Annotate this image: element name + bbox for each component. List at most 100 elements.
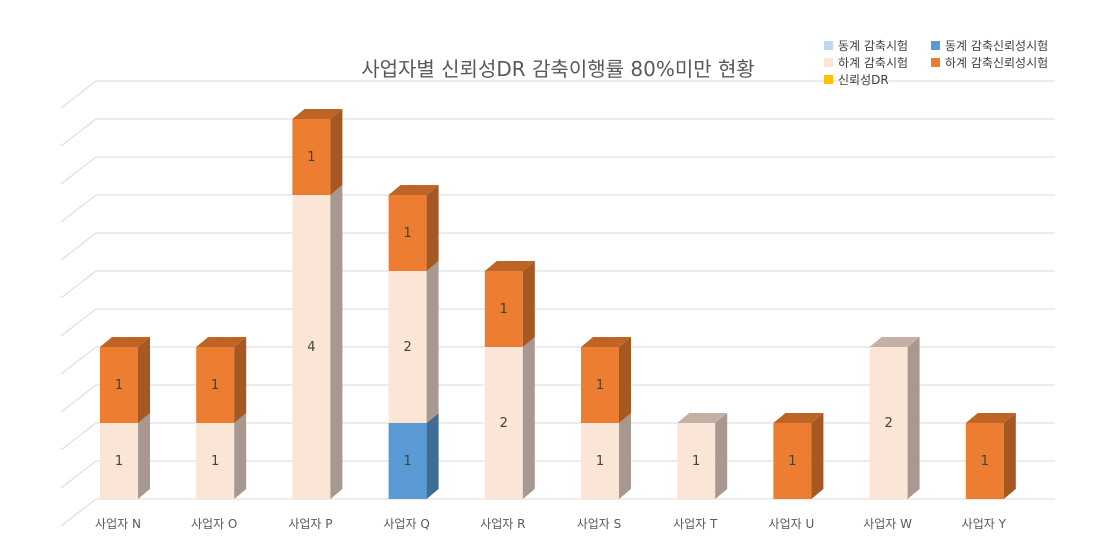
gridline-depth bbox=[60, 270, 97, 299]
bar-stack bbox=[965, 413, 1016, 499]
bar-stack bbox=[677, 413, 728, 499]
data-labels: 1 1 1 1 4 1 1 2 1 2 1 1 1 1 1 2 1 bbox=[115, 150, 989, 469]
bar-segment-side bbox=[522, 337, 535, 499]
bar-stack bbox=[196, 337, 247, 499]
gridlines bbox=[60, 80, 1055, 527]
x-tick-label: 사업자 S bbox=[577, 517, 622, 531]
bars bbox=[100, 109, 1016, 499]
bar-top bbox=[773, 413, 824, 423]
bar-segment-side bbox=[619, 337, 631, 423]
legend-swatch bbox=[824, 58, 833, 67]
bar-top bbox=[581, 337, 631, 347]
legend-label: 하계 감축시험 bbox=[838, 56, 908, 70]
gridline-depth bbox=[60, 308, 97, 337]
bar-segment bbox=[388, 195, 427, 271]
legend-item: 신뢰성DR bbox=[824, 73, 889, 87]
x-tick-label: 사업자 O bbox=[191, 517, 237, 531]
bar-segment-side bbox=[234, 413, 247, 499]
bar-segment bbox=[196, 423, 235, 499]
legend-item: 동계 감축시험 bbox=[824, 39, 908, 53]
bar-segment-side bbox=[619, 413, 631, 499]
bar-segment bbox=[484, 347, 523, 499]
bar-segment-side bbox=[907, 337, 920, 499]
bar-segment bbox=[388, 271, 427, 423]
legend-swatch bbox=[824, 75, 833, 84]
bar-segment-side bbox=[138, 413, 150, 499]
x-tick-label: 사업자 Y bbox=[962, 517, 1007, 531]
bar-stack bbox=[292, 109, 343, 499]
bar-segment-side bbox=[1003, 413, 1016, 499]
data-label: 1 bbox=[981, 454, 989, 469]
data-label: 1 bbox=[596, 454, 604, 469]
gridline-depth bbox=[60, 118, 97, 147]
data-label: 1 bbox=[692, 454, 700, 469]
bar-segment bbox=[484, 271, 523, 347]
gridline-depth bbox=[60, 232, 97, 261]
gridline-depth bbox=[60, 498, 97, 527]
legend-label: 동계 감축시험 bbox=[838, 39, 908, 53]
x-tick-label: 사업자 T bbox=[673, 517, 718, 531]
legend-swatch bbox=[931, 58, 940, 67]
x-tick-label: 사업자 N bbox=[95, 517, 141, 531]
bar-top bbox=[100, 337, 150, 347]
bar-segment-side bbox=[426, 185, 439, 271]
bar-segment-side bbox=[426, 261, 439, 423]
bar-top bbox=[869, 337, 920, 347]
bar-segment-side bbox=[330, 185, 343, 499]
x-tick-label: 사업자 U bbox=[769, 517, 815, 531]
gridline-depth bbox=[60, 156, 97, 185]
bar-top bbox=[484, 261, 535, 271]
x-axis-ticks: 사업자 N 사업자 O 사업자 P 사업자 Q 사업자 R 사업자 S 사업자 T 사업자 U… bbox=[95, 517, 1007, 531]
legend-label: 하계 감축신뢰성시험 bbox=[945, 56, 1048, 70]
bar-segment bbox=[196, 347, 235, 423]
legend-swatch bbox=[931, 41, 940, 50]
bar-segment-side bbox=[426, 413, 439, 499]
bar-segment-side bbox=[138, 337, 150, 423]
bar-segment bbox=[869, 347, 908, 499]
bar-segment bbox=[581, 423, 619, 499]
bar-segment bbox=[388, 423, 427, 499]
bar-stack bbox=[484, 261, 535, 499]
gridline-depth bbox=[60, 384, 97, 413]
bar-top bbox=[196, 337, 247, 347]
data-label: 2 bbox=[403, 340, 411, 355]
bar-segment-side bbox=[522, 261, 535, 347]
data-label: 1 bbox=[211, 454, 219, 469]
bar-stack bbox=[773, 413, 824, 499]
bar-top bbox=[292, 109, 343, 119]
data-label: 1 bbox=[307, 150, 315, 165]
bar-segment bbox=[965, 423, 1004, 499]
bar-segment bbox=[292, 119, 331, 195]
bar-stack bbox=[869, 337, 920, 499]
legend-item: 동계 감축신뢰성시험 bbox=[931, 39, 1048, 53]
bar-segment bbox=[100, 347, 138, 423]
bar-segment-side bbox=[811, 413, 824, 499]
x-tick-label: 사업자 R bbox=[480, 517, 525, 531]
bar-segment-side bbox=[330, 109, 343, 195]
legend-item: 하계 감축신뢰성시험 bbox=[931, 56, 1048, 70]
data-label: 1 bbox=[500, 302, 508, 317]
data-label: 1 bbox=[788, 454, 796, 469]
bar-segment bbox=[100, 423, 138, 499]
x-tick-label: 사업자 P bbox=[288, 517, 332, 531]
bar-segment bbox=[677, 423, 716, 499]
x-tick-label: 사업자 W bbox=[863, 517, 912, 531]
data-label: 1 bbox=[403, 454, 411, 469]
bar-top bbox=[388, 185, 439, 195]
data-label: 1 bbox=[115, 454, 123, 469]
gridline-depth bbox=[60, 194, 97, 223]
legend-label: 신뢰성DR bbox=[838, 73, 889, 87]
data-label: 1 bbox=[403, 226, 411, 241]
chart-title: 사업자별 신뢰성DR 감축이행률 80%미만 현황 bbox=[361, 57, 755, 81]
data-label: 1 bbox=[115, 378, 123, 393]
legend-swatch bbox=[824, 41, 833, 50]
data-label: 1 bbox=[211, 378, 219, 393]
data-label: 4 bbox=[307, 340, 315, 355]
bar-stack bbox=[581, 337, 631, 499]
bar-segment-side bbox=[234, 337, 247, 423]
bar-stack bbox=[388, 185, 439, 499]
bar-top bbox=[677, 413, 728, 423]
legend-item: 하계 감축시험 bbox=[824, 56, 908, 70]
